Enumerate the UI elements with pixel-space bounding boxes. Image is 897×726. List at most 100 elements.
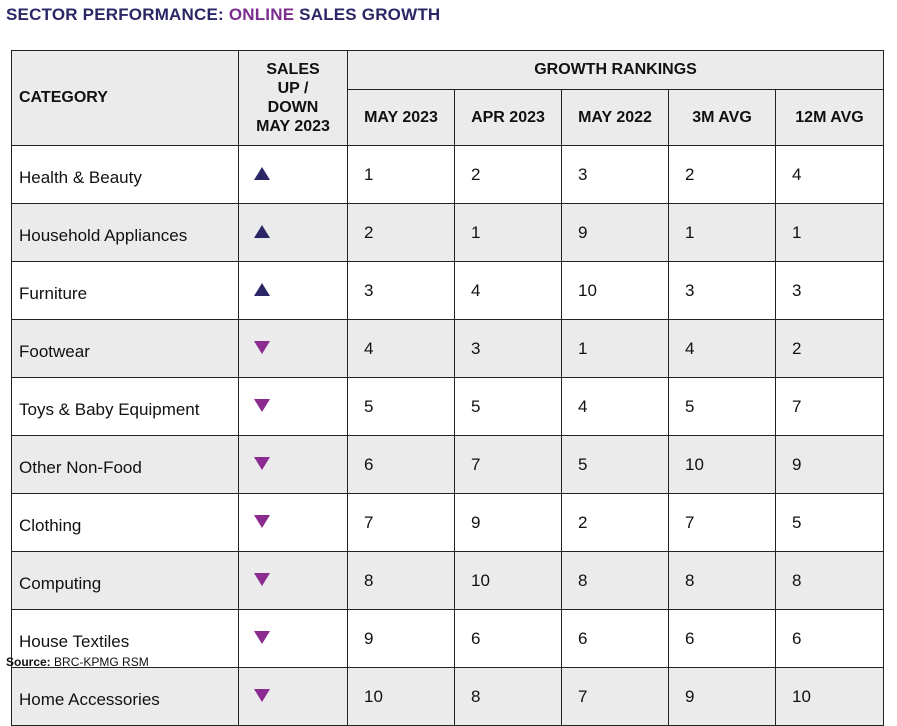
- triangle-down-icon: [254, 688, 270, 702]
- growth-rankings-header: GROWTH RANKINGS: [346, 50, 885, 90]
- rank-cell: 9: [561, 203, 669, 262]
- rank-cell: 1: [561, 319, 669, 378]
- sales-direction-cell: [238, 667, 348, 726]
- table-row: Home Accessories 10 8 7 9 10: [11, 667, 885, 726]
- sales-header-line: DOWN: [267, 99, 319, 116]
- sales-direction-header: SALES UP / DOWN MAY 2023: [238, 50, 348, 146]
- column-header-may-2022: MAY 2022: [561, 89, 669, 146]
- table-row: Computing 8 10 8 8 8: [11, 551, 885, 610]
- category-cell: Furniture: [11, 261, 239, 320]
- header-row-top: CATEGORY SALES UP / DOWN MAY 2023 GROWTH…: [11, 50, 885, 146]
- sales-header-line: SALES: [266, 61, 320, 78]
- page-title: SECTOR PERFORMANCE: ONLINE SALES GROWTH: [6, 5, 440, 25]
- category-cell: Footwear: [11, 319, 239, 378]
- rank-cell: 8: [774, 551, 885, 610]
- category-cell: Home Accessories: [11, 667, 239, 726]
- rank-cell: 1: [454, 203, 562, 262]
- rank-cell: 8: [668, 551, 776, 610]
- rank-cell: 2: [668, 145, 776, 204]
- rank-cell: 1: [668, 203, 776, 262]
- source-text: BRC-KPMG RSM: [50, 655, 149, 669]
- rank-cell: 7: [668, 493, 776, 552]
- rank-cell: 10: [454, 551, 562, 610]
- category-header: CATEGORY: [11, 50, 239, 146]
- rank-cell: 7: [347, 493, 455, 552]
- rank-cell: 4: [561, 377, 669, 436]
- triangle-down-icon: [254, 630, 270, 644]
- rank-cell: 3: [561, 145, 669, 204]
- triangle-up-icon: [254, 166, 270, 180]
- rank-cell: 4: [668, 319, 776, 378]
- rank-cell: 5: [454, 377, 562, 436]
- triangle-down-icon: [254, 456, 270, 470]
- category-cell: Toys & Baby Equipment: [11, 377, 239, 436]
- rank-cell: 10: [774, 667, 885, 726]
- rank-cell: 5: [668, 377, 776, 436]
- title-accent: ONLINE: [228, 5, 295, 24]
- rank-cell: 3: [668, 261, 776, 320]
- title-suffix: SALES GROWTH: [294, 5, 441, 24]
- rank-cell: 2: [347, 203, 455, 262]
- triangle-up-icon: [254, 282, 270, 296]
- rank-cell: 7: [454, 435, 562, 494]
- sales-direction-cell: [238, 493, 348, 552]
- category-cell: House Textiles: [11, 609, 239, 668]
- triangle-down-icon: [254, 514, 270, 528]
- category-cell: Other Non-Food: [11, 435, 239, 494]
- rank-cell: 4: [774, 145, 885, 204]
- column-header-3m-avg: 3M AVG: [668, 89, 776, 146]
- sales-direction-cell: [238, 261, 348, 320]
- triangle-up-icon: [254, 224, 270, 238]
- sales-direction-cell: [238, 377, 348, 436]
- category-cell: Health & Beauty: [11, 145, 239, 204]
- table-body: Health & Beauty 1 2 3 2 4 Household Appliances…: [11, 145, 885, 726]
- sales-direction-cell: [238, 435, 348, 494]
- category-cell: Clothing: [11, 493, 239, 552]
- rank-cell: 1: [774, 203, 885, 262]
- header-row-columns: MAY 2023 APR 2023 MAY 2022 3M AVG 12M AV…: [12, 89, 885, 146]
- table-row: Toys & Baby Equipment 5 5 4 5 7: [11, 377, 885, 436]
- category-cell: Household Appliances: [11, 203, 239, 262]
- rank-cell: 9: [347, 609, 455, 668]
- table-row: Furniture 3 4 10 3 3: [11, 261, 885, 320]
- column-header-apr-2023: APR 2023: [454, 89, 562, 146]
- triangle-down-icon: [254, 572, 270, 586]
- sales-direction-cell: [238, 551, 348, 610]
- sales-header-line: UP /: [277, 80, 309, 97]
- rank-cell: 10: [668, 435, 776, 494]
- rank-cell: 6: [454, 609, 562, 668]
- rank-cell: 9: [668, 667, 776, 726]
- table-row: Footwear 4 3 1 4 2: [11, 319, 885, 378]
- table-row: Other Non-Food 6 7 5 10 9: [11, 435, 885, 494]
- rank-cell: 10: [347, 667, 455, 726]
- sales-direction-cell: [238, 319, 348, 378]
- table-row: Clothing 7 9 2 7 5: [11, 493, 885, 552]
- rank-cell: 8: [454, 667, 562, 726]
- rank-cell: 7: [774, 377, 885, 436]
- rank-cell: 5: [561, 435, 669, 494]
- rank-cell: 9: [454, 493, 562, 552]
- sales-direction-cell: [238, 609, 348, 668]
- table-row: Household Appliances 2 1 9 1 1: [11, 203, 885, 262]
- rank-cell: 5: [347, 377, 455, 436]
- sales-direction-cell: [238, 203, 348, 262]
- column-header-12m-avg: 12M AVG: [774, 89, 885, 146]
- rank-cell: 2: [561, 493, 669, 552]
- category-cell: Computing: [11, 551, 239, 610]
- source-label: Source:: [6, 655, 51, 669]
- title-prefix: SECTOR PERFORMANCE:: [6, 5, 229, 24]
- rank-cell: 6: [774, 609, 885, 668]
- column-header-may-2023: MAY 2023: [347, 89, 455, 146]
- rank-cell: 4: [454, 261, 562, 320]
- rank-cell: 3: [454, 319, 562, 378]
- triangle-down-icon: [254, 398, 270, 412]
- rank-cell: 1: [347, 145, 455, 204]
- rank-cell: 2: [454, 145, 562, 204]
- rank-cell: 2: [774, 319, 885, 378]
- rank-cell: 6: [347, 435, 455, 494]
- rank-cell: 8: [561, 551, 669, 610]
- triangle-down-icon: [254, 340, 270, 354]
- table-row: House Textiles 9 6 6 6 6: [11, 609, 885, 668]
- sector-ranking-table: CATEGORY SALES UP / DOWN MAY 2023 GROWTH…: [11, 50, 885, 726]
- rank-cell: 6: [668, 609, 776, 668]
